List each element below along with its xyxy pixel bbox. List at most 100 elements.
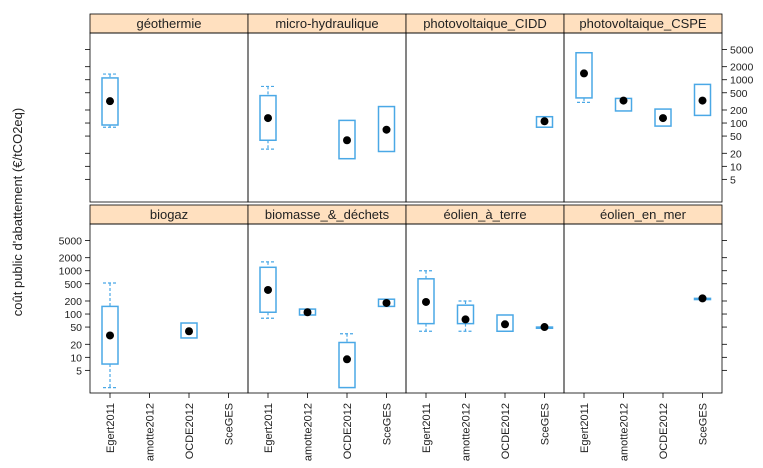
box-body [259, 94, 277, 142]
box-OCDE2012 [180, 322, 198, 339]
median-point [461, 315, 470, 324]
box-SceGES [535, 323, 554, 332]
median-point [303, 308, 312, 317]
box-body [417, 278, 435, 325]
panel-0: géothermie [89, 13, 249, 203]
left-axis-tick-label: 20 [70, 339, 82, 351]
box-body [377, 105, 396, 153]
box-Egert2011 [101, 282, 119, 389]
box-body [338, 341, 356, 389]
x-axis-tick-label: OCDE2012 [500, 403, 512, 459]
median-point [580, 69, 588, 78]
box-body [456, 304, 475, 325]
panel-frame [405, 223, 565, 394]
median-point [382, 125, 391, 134]
panel-7: éolien_en_mer [563, 204, 723, 394]
box-body [535, 115, 554, 128]
box-Egert2011 [575, 51, 593, 103]
x-axis-tick-label: Egert2011 [421, 403, 433, 453]
box-SceGES [377, 298, 396, 308]
box-OCDE2012 [496, 314, 514, 333]
panel-frame [405, 32, 565, 203]
x-axis-tick-label: Egert2011 [263, 403, 275, 453]
x-axis-tick-label: OCDE2012 [658, 403, 670, 459]
median-point [540, 117, 549, 126]
box-body [180, 322, 198, 339]
median-point [698, 96, 707, 105]
panel-title: éolien_en_mer [600, 207, 687, 222]
median-point [659, 114, 667, 123]
right-axis-tick-label: 50 [730, 131, 742, 143]
median-point [422, 297, 430, 306]
panel-frame [89, 223, 249, 394]
panel-3: photovoltaique_CSPE [563, 13, 723, 203]
panel-title: géothermie [136, 16, 201, 31]
box-OCDE2012 [654, 108, 672, 127]
box-Egert2011 [101, 73, 119, 128]
panel-4: biogaz [89, 204, 249, 394]
box-SceGES [377, 105, 396, 153]
panels-layer: géothermie micro-hydraulique photovoltaiqu… [89, 13, 723, 394]
left-axis-tick-label: 100 [64, 309, 82, 321]
panel-title: photovoltaique_CSPE [579, 16, 707, 31]
x-axis-tick-label: SceGES [698, 403, 710, 445]
median-point [185, 327, 193, 336]
panel-title: biomasse_&_déchets [265, 207, 390, 222]
median-point [698, 294, 707, 303]
x-axis-tick-label: Egert2011 [579, 403, 591, 453]
right-axis-tick-label: 1000 [730, 75, 754, 87]
panel-title: éolien_à_terre [443, 207, 526, 222]
x-axis-tick-label: SceGES [382, 403, 394, 445]
box-OCDE2012 [338, 119, 356, 160]
box-Lamotte2012 [456, 300, 475, 332]
x-axis-tick-label: Egert2011 [105, 403, 117, 453]
box-body [259, 266, 277, 313]
right-axis-tick-label: 2000 [730, 62, 754, 74]
box-body [575, 51, 593, 99]
box-body [693, 83, 712, 117]
panel-frame [89, 32, 249, 203]
x-axis-tick-label: amotte2012 [145, 403, 157, 461]
median-point [343, 355, 351, 364]
median-point [264, 285, 272, 294]
median-point [382, 298, 391, 307]
x-axis-tick-label: SceGES [224, 403, 236, 445]
panel-6: éolien_à_terre [405, 204, 565, 394]
axes-layer: 5102050100200500100020005000510205010020… [59, 44, 754, 461]
y-axis-title: coût public d'abattement (€/tCO2eq) [10, 108, 25, 316]
median-point [106, 97, 114, 106]
x-axis-tick-label: SceGES [540, 403, 552, 445]
box-OCDE2012 [338, 333, 356, 389]
left-axis-tick-label: 200 [64, 296, 82, 308]
median-point [264, 114, 272, 123]
box-body [338, 119, 356, 160]
right-axis-tick-label: 200 [730, 105, 748, 117]
x-axis-tick-label: amotte2012 [461, 403, 473, 461]
median-point [343, 136, 351, 145]
panel-title: micro-hydraulique [275, 16, 378, 31]
x-axis-tick-label: amotte2012 [619, 403, 631, 461]
median-point [619, 96, 628, 105]
panel-frame [247, 223, 407, 394]
right-axis-tick-label: 5 [730, 174, 736, 186]
left-axis-tick-label: 1000 [59, 266, 83, 278]
panel-1: micro-hydraulique [247, 13, 407, 203]
box-Egert2011 [259, 85, 277, 150]
box-body [654, 108, 672, 127]
box-body [496, 314, 514, 333]
right-axis-tick-label: 100 [730, 118, 748, 130]
left-axis-tick-label: 50 [70, 322, 82, 334]
box-Egert2011 [259, 261, 277, 319]
panel-title: photovoltaique_CIDD [423, 16, 547, 31]
panel-frame [563, 32, 723, 203]
x-axis-tick-label: amotte2012 [303, 403, 315, 461]
panel-5: biomasse_&_déchets [247, 204, 407, 394]
panel-frame [563, 223, 723, 394]
left-axis-tick-label: 500 [64, 279, 82, 291]
right-axis-tick-label: 20 [730, 148, 742, 160]
box-Lamotte2012 [298, 308, 317, 317]
x-axis-tick-label: OCDE2012 [184, 403, 196, 459]
box-Lamotte2012 [614, 96, 633, 112]
box-SceGES [535, 115, 554, 128]
